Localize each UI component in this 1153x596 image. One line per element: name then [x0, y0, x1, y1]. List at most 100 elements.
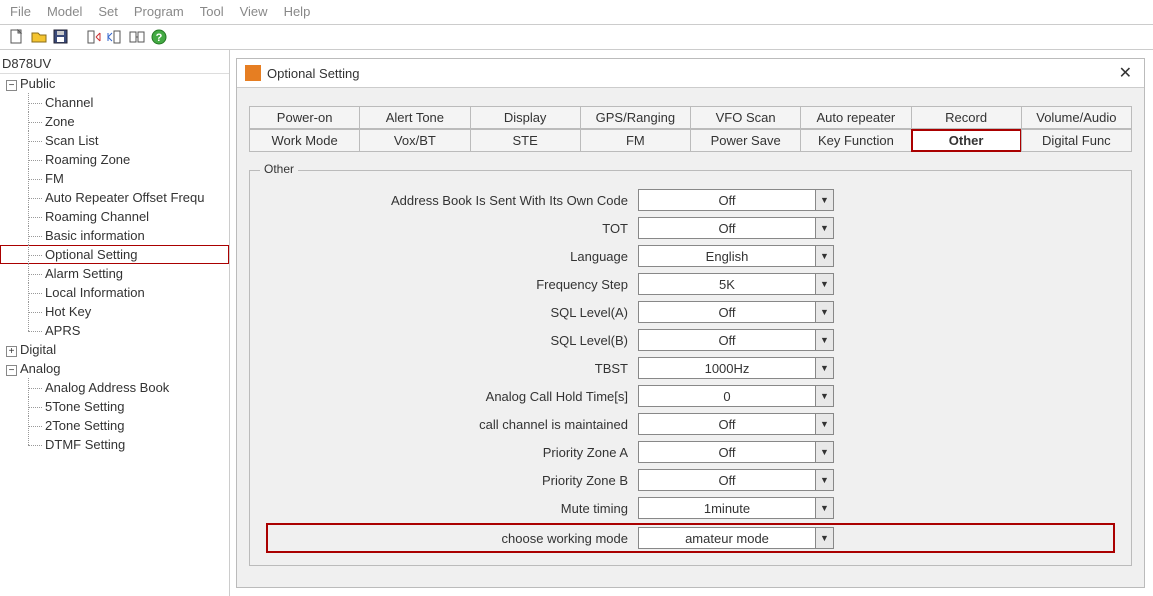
tree-item-2tone-setting[interactable]: 2Tone Setting: [0, 416, 229, 435]
field-label: Mute timing: [268, 501, 638, 516]
dialog-area: Optional Setting ✕ Power-onAlert ToneDis…: [230, 50, 1153, 596]
tab-vfo-scan[interactable]: VFO Scan: [690, 106, 801, 129]
tree-item-local-information[interactable]: Local Information: [0, 283, 229, 302]
field-label: TBST: [268, 361, 638, 376]
collapse-icon[interactable]: −: [6, 365, 17, 376]
combo-priority-zone-a[interactable]: Off▼: [638, 441, 834, 463]
combo-value: Off: [639, 221, 815, 236]
menu-model[interactable]: Model: [47, 4, 82, 19]
tree-item-zone[interactable]: Zone: [0, 112, 229, 131]
tab-auto-repeater[interactable]: Auto repeater: [800, 106, 911, 129]
combo-value: Off: [639, 417, 815, 432]
tree-item-5tone-setting[interactable]: 5Tone Setting: [0, 397, 229, 416]
com-icon[interactable]: [128, 28, 146, 46]
open-icon[interactable]: [30, 28, 48, 46]
combo-tot[interactable]: Off▼: [638, 217, 834, 239]
tree-item-roaming-channel[interactable]: Roaming Channel: [0, 207, 229, 226]
combo-language[interactable]: English▼: [638, 245, 834, 267]
field-label: SQL Level(A): [268, 305, 638, 320]
combo-choose-working-mode[interactable]: amateur mode▼: [638, 527, 834, 549]
dialog-titlebar: Optional Setting ✕: [237, 59, 1144, 88]
write-radio-icon[interactable]: [106, 28, 124, 46]
menu-program[interactable]: Program: [134, 4, 184, 19]
chevron-down-icon[interactable]: ▼: [815, 330, 833, 350]
tree-analog[interactable]: −Analog: [0, 359, 229, 378]
chevron-down-icon[interactable]: ▼: [815, 190, 833, 210]
tree-item-basic-information[interactable]: Basic information: [0, 226, 229, 245]
tree-item-auto-repeater-offset-frequ[interactable]: Auto Repeater Offset Frequ: [0, 188, 229, 207]
tab-other[interactable]: Other: [911, 129, 1022, 152]
chevron-down-icon[interactable]: ▼: [815, 302, 833, 322]
chevron-down-icon[interactable]: ▼: [815, 274, 833, 294]
chevron-down-icon[interactable]: ▼: [815, 386, 833, 406]
tabs-row-2: Work ModeVox/BTSTEFMPower SaveKey Functi…: [249, 129, 1132, 152]
tab-gps-ranging[interactable]: GPS/Ranging: [580, 106, 691, 129]
combo-mute-timing[interactable]: 1minute▼: [638, 497, 834, 519]
tab-digital-func[interactable]: Digital Func: [1021, 129, 1132, 152]
chevron-down-icon[interactable]: ▼: [815, 218, 833, 238]
combo-sql-level-a-[interactable]: Off▼: [638, 301, 834, 323]
tree-item-scan-list[interactable]: Scan List: [0, 131, 229, 150]
tab-fm[interactable]: FM: [580, 129, 691, 152]
other-group: Other Address Book Is Sent With Its Own …: [249, 170, 1132, 566]
chevron-down-icon[interactable]: ▼: [815, 358, 833, 378]
combo-value: 5K: [639, 277, 815, 292]
tree-digital[interactable]: +Digital: [0, 340, 229, 359]
expand-icon[interactable]: +: [6, 346, 17, 357]
menu-help[interactable]: Help: [284, 4, 311, 19]
chevron-down-icon[interactable]: ▼: [815, 246, 833, 266]
tab-key-function[interactable]: Key Function: [800, 129, 911, 152]
chevron-down-icon[interactable]: ▼: [815, 528, 833, 548]
menu-file[interactable]: File: [10, 4, 31, 19]
combo-value: 0: [639, 389, 815, 404]
tab-volume-audio[interactable]: Volume/Audio: [1021, 106, 1132, 129]
chevron-down-icon[interactable]: ▼: [815, 498, 833, 518]
combo-frequency-step[interactable]: 5K▼: [638, 273, 834, 295]
menu-view[interactable]: View: [240, 4, 268, 19]
tab-vox-bt[interactable]: Vox/BT: [359, 129, 470, 152]
field-label: Address Book Is Sent With Its Own Code: [268, 193, 638, 208]
combo-value: Off: [639, 473, 815, 488]
tree-item-optional-setting[interactable]: Optional Setting: [0, 245, 229, 264]
field-row: Priority Zone BOff▼: [268, 469, 1113, 491]
close-icon[interactable]: ✕: [1115, 63, 1136, 83]
field-label: SQL Level(B): [268, 333, 638, 348]
tree-item-fm[interactable]: FM: [0, 169, 229, 188]
combo-tbst[interactable]: 1000Hz▼: [638, 357, 834, 379]
tree-public[interactable]: −Public: [0, 74, 229, 93]
combo-analog-call-hold-time-s-[interactable]: 0▼: [638, 385, 834, 407]
help-icon[interactable]: ?: [150, 28, 168, 46]
collapse-icon[interactable]: −: [6, 80, 17, 91]
tree-item-aprs[interactable]: APRS: [0, 321, 229, 340]
chevron-down-icon[interactable]: ▼: [815, 442, 833, 462]
menu-tool[interactable]: Tool: [200, 4, 224, 19]
tab-ste[interactable]: STE: [470, 129, 581, 152]
read-radio-icon[interactable]: [84, 28, 102, 46]
tree-item-channel[interactable]: Channel: [0, 93, 229, 112]
tree-item-roaming-zone[interactable]: Roaming Zone: [0, 150, 229, 169]
combo-value: Off: [639, 333, 815, 348]
field-row: Mute timing1minute▼: [268, 497, 1113, 519]
tree-item-analog-address-book[interactable]: Analog Address Book: [0, 378, 229, 397]
tab-power-on[interactable]: Power-on: [249, 106, 360, 129]
combo-sql-level-b-[interactable]: Off▼: [638, 329, 834, 351]
tab-display[interactable]: Display: [470, 106, 581, 129]
tree-item-alarm-setting[interactable]: Alarm Setting: [0, 264, 229, 283]
combo-priority-zone-b[interactable]: Off▼: [638, 469, 834, 491]
save-icon[interactable]: [52, 28, 70, 46]
menu-set[interactable]: Set: [98, 4, 118, 19]
combo-address-book-is-sent-with-its-own-code[interactable]: Off▼: [638, 189, 834, 211]
chevron-down-icon[interactable]: ▼: [815, 414, 833, 434]
combo-call-channel-is-maintained[interactable]: Off▼: [638, 413, 834, 435]
chevron-down-icon[interactable]: ▼: [815, 470, 833, 490]
group-title: Other: [260, 162, 298, 176]
tab-work-mode[interactable]: Work Mode: [249, 129, 360, 152]
tab-power-save[interactable]: Power Save: [690, 129, 801, 152]
tree-item-dtmf-setting[interactable]: DTMF Setting: [0, 435, 229, 454]
tree-root[interactable]: D878UV: [0, 54, 229, 74]
tab-record[interactable]: Record: [911, 106, 1022, 129]
tree-item-hot-key[interactable]: Hot Key: [0, 302, 229, 321]
new-icon[interactable]: [8, 28, 26, 46]
tab-alert-tone[interactable]: Alert Tone: [359, 106, 470, 129]
field-label: Priority Zone A: [268, 445, 638, 460]
